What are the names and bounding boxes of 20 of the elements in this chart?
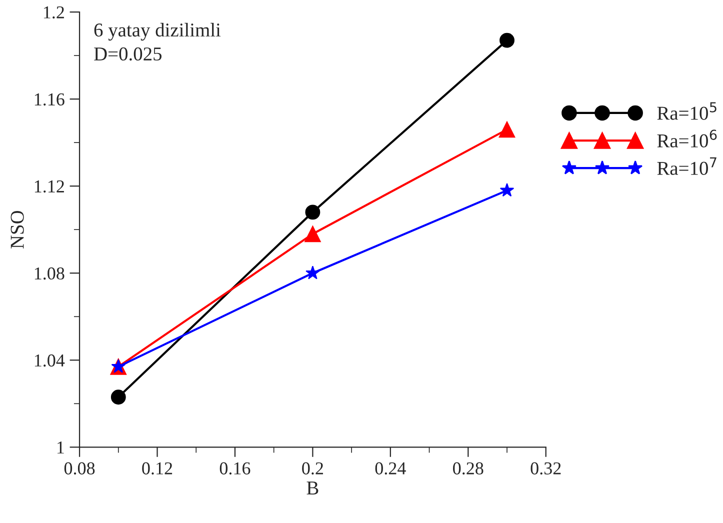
legend-label: Ra=10$^{5}$ [657,102,716,120]
y-tick-label: 1.2 [44,6,64,19]
annotation: D=0.025 [94,47,162,61]
y-tick-label: 1.12 [34,180,64,193]
x-tick-label: 0.32 [530,462,561,475]
x-tick-label: 0.24 [375,462,406,475]
y-tick-label: 1.04 [34,354,65,367]
x-tick-label: 0.12 [142,462,172,475]
x-tick-label: 0.08 [64,462,95,475]
y-tick-label: 1.08 [34,267,64,280]
x-tick-label: 0.2 [302,462,323,475]
y-tick-label: 1 [58,442,64,454]
y-axis-title: NSO [10,210,24,248]
x-axis-title: B [306,482,318,494]
legend-label: Ra=10$^{7}$ [657,157,716,175]
annotation: 6 yatay dizilimli [94,22,221,41]
y-tick-label: 1.16 [34,93,64,106]
x-tick-label: 0.16 [220,462,250,475]
legend-label: Ra=10$^{6}$ [657,130,717,148]
x-tick-label: 0.28 [453,462,484,475]
